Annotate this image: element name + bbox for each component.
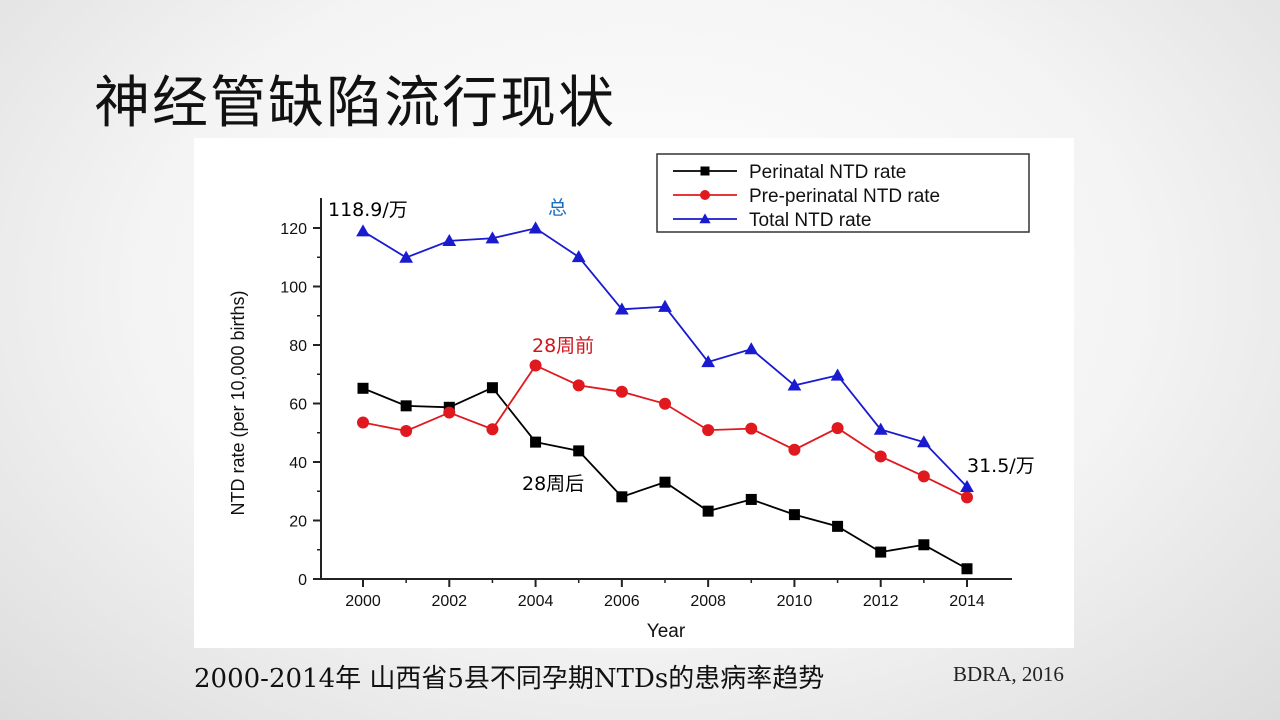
data-point-triangle: [614, 302, 629, 315]
chart-annotation: 总: [548, 197, 567, 219]
x-tick-label: 2008: [690, 593, 726, 610]
data-point-square: [400, 400, 412, 412]
slide-title: 神经管缺陷流行现状: [94, 71, 616, 136]
data-point-triangle: [960, 479, 974, 493]
data-point-circle: [357, 416, 369, 429]
data-point-triangle: [356, 224, 370, 237]
x-tick-label: 2006: [604, 593, 640, 610]
legend-label: Perinatal NTD rate: [749, 162, 906, 183]
chart-annotation: 28周后: [522, 473, 584, 495]
data-point-square: [702, 505, 714, 517]
data-point-square: [659, 476, 671, 488]
x-tick-label: 2000: [345, 593, 381, 610]
x-tick-label: 2004: [518, 593, 554, 610]
data-point-triangle: [442, 233, 457, 247]
data-point-circle: [788, 443, 801, 456]
y-tick-label: 120: [280, 221, 307, 238]
data-point-square: [573, 445, 585, 457]
y-tick-label: 100: [280, 280, 307, 297]
data-point-circle: [917, 470, 930, 483]
data-point-square: [357, 382, 369, 394]
chart-annotation: 118.9/万: [328, 199, 408, 221]
data-point-triangle: [787, 378, 802, 391]
y-tick-label: 40: [289, 455, 307, 472]
legend-marker-circle: [700, 190, 710, 200]
data-point-triangle: [399, 250, 414, 263]
data-point-square: [918, 539, 930, 551]
data-point-triangle: [701, 355, 716, 368]
data-point-circle: [529, 359, 542, 372]
x-axis-label: Year: [647, 621, 686, 642]
x-tick-label: 2012: [863, 593, 899, 610]
x-tick-label: 2010: [777, 593, 813, 610]
data-point-triangle: [658, 299, 672, 312]
x-tick-label: 2002: [431, 593, 467, 610]
data-point-triangle: [916, 435, 931, 448]
data-point-square: [961, 563, 973, 575]
source-citation: BDRA, 2016: [953, 662, 1064, 686]
data-point-square: [832, 520, 844, 532]
legend-marker-square: [700, 166, 710, 176]
data-point-triangle: [528, 221, 543, 234]
data-point-circle: [400, 424, 413, 437]
data-point-square: [616, 491, 628, 503]
series-line-triangle: [362, 227, 968, 488]
data-point-circle: [615, 385, 628, 398]
y-tick-label: 80: [289, 338, 307, 355]
legend-label: Total NTD rate: [749, 210, 871, 231]
data-point-square: [788, 509, 800, 521]
y-tick-label: 0: [298, 572, 307, 589]
data-point-circle: [702, 424, 715, 437]
data-point-triangle: [744, 342, 759, 355]
data-point-circle: [874, 450, 887, 463]
y-tick-label: 60: [289, 397, 307, 414]
data-point-square: [486, 382, 498, 394]
data-point-square: [530, 436, 542, 448]
data-point-circle: [659, 397, 671, 410]
data-point-circle: [745, 422, 758, 435]
data-point-circle: [486, 423, 499, 436]
data-point-triangle: [485, 231, 500, 244]
chart-annotation: 28周前: [532, 335, 594, 357]
y-axis-label: NTD rate (per 10,000 births): [228, 290, 248, 515]
line-chart: 0 20 40 60 80 100 120 2000 2002 2004 2006 2008 2010 2…: [194, 138, 1074, 648]
figure-caption: 2000-2014年 山西省5县不同孕期NTDs的患病率趋势: [194, 664, 825, 694]
x-tick-label: 2014: [949, 593, 985, 610]
legend-marker-triangle: [699, 213, 711, 224]
data-point-square: [745, 493, 757, 505]
data-point-triangle: [873, 422, 888, 435]
data-point-circle: [572, 379, 585, 392]
data-point-circle: [831, 422, 844, 435]
data-point-circle: [443, 406, 456, 419]
legend-label: Pre-perinatal NTD rate: [749, 186, 940, 207]
data-point-circle: [961, 491, 973, 504]
y-tick-label: 20: [289, 514, 307, 531]
chart-annotation: 31.5/万: [967, 455, 1035, 477]
data-point-square: [875, 546, 887, 558]
data-point-triangle: [571, 250, 586, 263]
chart-svg: 0 20 40 60 80 100 120 2000 2002 2004 2006 2008 2010 2…: [228, 153, 1035, 642]
data-point-triangle: [830, 368, 845, 381]
